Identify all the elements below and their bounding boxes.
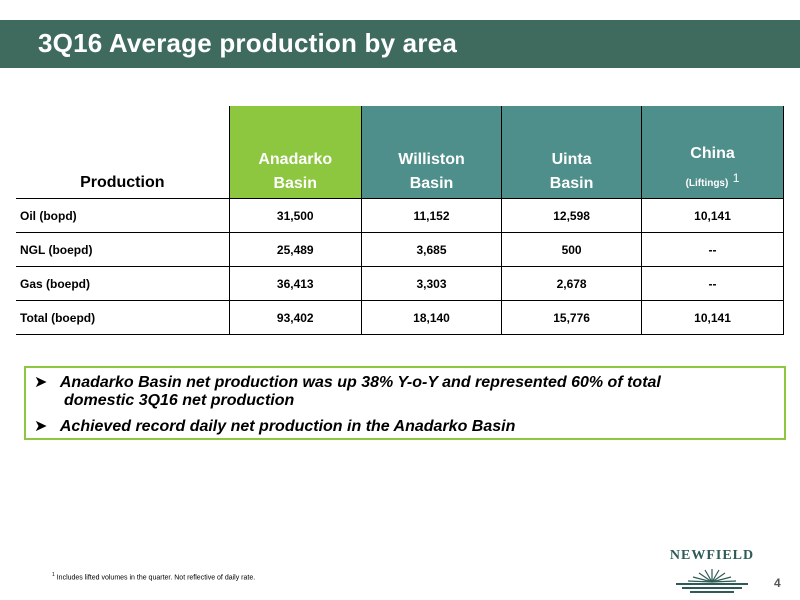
bullet-text-continuation: domestic 3Q16 net production [64, 392, 295, 409]
col-header-sub: (Liftings) [685, 178, 729, 189]
col-header-williston: Williston Basin [360, 106, 503, 199]
cell-value: 3,685 [360, 232, 503, 267]
col-header-footnote-mark: 1 [732, 171, 740, 185]
bullet-text: Achieved record daily net production in … [59, 418, 516, 435]
table-row: Gas (boepd) 36,413 3,303 2,678 -- [16, 266, 784, 301]
col-header-line2: Basin [409, 175, 454, 192]
row-label: NGL (boepd) [16, 232, 230, 267]
col-header-line1: Williston [398, 151, 465, 168]
table-header-row: Production Anadarko Basin Williston Basi… [16, 106, 784, 199]
row-header-production: Production [16, 106, 230, 199]
cell-value: 18,140 [360, 300, 503, 335]
cell-value: 36,413 [228, 266, 362, 301]
company-logo: NEWFIELD [664, 548, 760, 594]
col-header-anadarko: Anadarko Basin [228, 106, 362, 199]
row-label: Oil (bopd) [16, 198, 230, 233]
cell-value: 10,141 [641, 198, 784, 233]
col-header-line1: Uinta [551, 151, 592, 168]
cell-value: -- [641, 266, 784, 301]
col-header-line1: Anadarko [258, 151, 333, 168]
col-header-line2: Basin [273, 175, 318, 192]
page-number: 4 [774, 576, 781, 590]
cell-value: 10,141 [641, 300, 784, 335]
bullet-text: Anadarko Basin net production was up 38%… [59, 374, 661, 391]
cell-value: 25,489 [228, 232, 362, 267]
title-bar [0, 20, 800, 68]
row-label: Total (boepd) [16, 300, 230, 335]
table-row: Total (boepd) 93,402 18,140 15,776 10,14… [16, 300, 784, 335]
col-header-china: China (Liftings) 1 [641, 106, 784, 199]
col-header-uinta: Uinta Basin [501, 106, 643, 199]
page-title: 3Q16 Average production by area [38, 28, 457, 58]
cell-value: 12,598 [501, 198, 643, 233]
bullet-item: ➤ Achieved record daily net production i… [34, 416, 515, 436]
cell-value: 2,678 [501, 266, 643, 301]
cell-value: 11,152 [360, 198, 503, 233]
bullet-item: ➤ Anadarko Basin net production was up 3… [34, 372, 661, 410]
col-header-line2: Basin [549, 175, 594, 192]
logo-wordmark: NEWFIELD [669, 548, 755, 563]
footnote: 1 Includes lifted volumes in the quarter… [52, 572, 255, 581]
cell-value: 93,402 [228, 300, 362, 335]
row-label: Gas (boepd) [16, 266, 230, 301]
arrow-bullet-icon: ➤ [34, 418, 48, 435]
footnote-text: Includes lifted volumes in the quarter. … [56, 574, 256, 582]
footnote-mark: 1 [52, 572, 55, 578]
cell-value: -- [641, 232, 784, 267]
sunburst-logo-icon [676, 569, 748, 593]
cell-value: 500 [501, 232, 643, 267]
arrow-bullet-icon: ➤ [34, 374, 48, 391]
key-points-box: ➤ Anadarko Basin net production was up 3… [24, 366, 786, 440]
col-header-line1: China [690, 145, 735, 162]
table-row: Oil (bopd) 31,500 11,152 12,598 10,141 [16, 198, 784, 233]
cell-value: 15,776 [501, 300, 643, 335]
production-table: Production Anadarko Basin Williston Basi… [16, 106, 784, 335]
cell-value: 3,303 [360, 266, 503, 301]
table-row: NGL (boepd) 25,489 3,685 500 -- [16, 232, 784, 267]
cell-value: 31,500 [228, 198, 362, 233]
